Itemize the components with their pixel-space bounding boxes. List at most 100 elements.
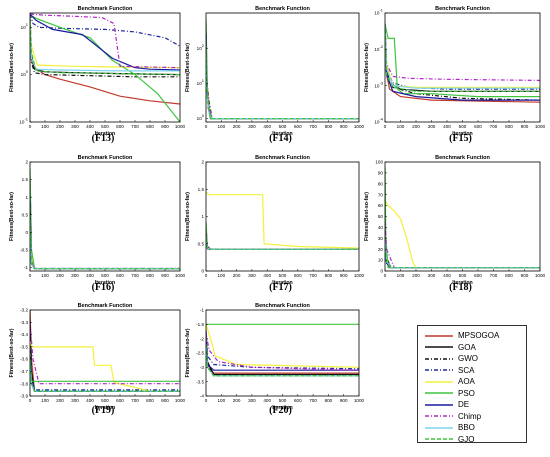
x-tick-label: 400 <box>263 398 271 403</box>
legend-item-gjo: GJO <box>424 434 526 446</box>
x-tick-label: 100 <box>217 124 225 129</box>
panel-title: Benchmark Function <box>435 155 490 161</box>
panel-f15: 0 100 200 300 400 500 600 700 800 900 1000 10-4 10-3… <box>364 6 546 144</box>
x-tick-label: 100 <box>41 124 49 129</box>
series-line-gjo <box>206 238 359 250</box>
x-tick-label: 800 <box>505 273 513 278</box>
legend-swatch <box>425 346 453 348</box>
x-tick-label: 700 <box>309 398 317 403</box>
y-tick-label: -4 <box>200 394 205 399</box>
y-tick-label: 70 <box>378 192 384 197</box>
series-line-aoa <box>206 191 359 249</box>
x-tick-label: 800 <box>146 273 154 278</box>
x-tick-label: 300 <box>71 124 79 129</box>
panel-title: Benchmark Function <box>435 6 490 12</box>
x-tick-label: 900 <box>340 398 348 403</box>
y-tick-label: 101 <box>197 78 205 86</box>
x-tick-label: 600 <box>116 398 124 403</box>
x-tick-label: 400 <box>443 124 451 129</box>
legend-label: PSO <box>458 388 475 398</box>
y-tick-label: -1 <box>24 265 29 270</box>
x-tick-label: 500 <box>279 124 287 129</box>
panel-f20: 0 100 200 300 400 500 600 700 800 900 1000 -4 -3.5 -3… <box>185 303 365 416</box>
legend-item-de: DE <box>424 399 526 411</box>
legend-label: BBO <box>458 423 475 433</box>
x-tick-label: 700 <box>131 273 139 278</box>
x-tick-label: 300 <box>248 398 256 403</box>
legend-label: SCA <box>458 365 475 375</box>
panel-title: Benchmark Function <box>255 303 310 309</box>
x-tick-label: 500 <box>101 273 109 278</box>
x-tick-label: 100 <box>41 273 49 278</box>
series-line-aoa <box>385 199 540 269</box>
y-tick-label: -3 <box>200 365 205 370</box>
panel-f17: 0 100 200 300 400 500 600 700 800 900 1000 0 0.5 1 1.5… <box>185 155 365 293</box>
series-group <box>206 191 359 250</box>
x-tick-label: 500 <box>101 398 109 403</box>
x-tick-label: 900 <box>161 124 169 129</box>
legend-label: GJO <box>458 434 475 444</box>
series-line-gjo <box>385 246 540 269</box>
y-tick-label: 1.5 <box>22 177 29 182</box>
x-tick-label: 300 <box>71 273 79 278</box>
x-tick-label: 800 <box>325 398 333 403</box>
legend-swatch <box>425 427 453 429</box>
series-line-aoa <box>30 340 180 392</box>
series-line-gwo <box>30 20 180 78</box>
x-tick-label: 400 <box>263 273 271 278</box>
x-axis-label: Iteration <box>452 131 472 137</box>
x-tick-label: 400 <box>86 273 94 278</box>
panel-caption: (F13) <box>92 133 115 144</box>
x-tick-label: 100 <box>217 398 225 403</box>
x-tick-label: 200 <box>412 124 420 129</box>
x-tick-label: 1000 <box>354 398 365 403</box>
panel-caption: (F20) <box>269 405 292 416</box>
legend-item-aoa: AOA <box>424 376 526 388</box>
x-tick-label: 100 <box>397 124 405 129</box>
panel-f19: 0 100 200 300 400 500 600 700 800 900 1000 -3.9 -3.8… <box>9 303 186 416</box>
x-tick-label: 200 <box>233 273 241 278</box>
plot-area <box>385 13 540 122</box>
panel-title: Benchmark Function <box>255 155 310 161</box>
x-tick-label: 300 <box>428 124 436 129</box>
y-tick-label: 1 <box>201 214 204 219</box>
y-tick-label: 0.5 <box>198 241 205 246</box>
y-tick-label: -1 <box>200 308 205 313</box>
panel-caption: (F14) <box>269 133 292 144</box>
x-tick-label: 900 <box>161 398 169 403</box>
panel-title: Benchmark Function <box>78 303 133 309</box>
y-axis-label: Fitness(Best-so-far) <box>9 328 15 377</box>
x-tick-label: 200 <box>233 124 241 129</box>
plot-area <box>385 162 540 271</box>
y-tick-label: 2 <box>25 160 28 165</box>
y-tick-label: 10-1 <box>374 8 383 16</box>
series-line-gjo <box>206 40 359 120</box>
x-tick-label: 1000 <box>535 273 546 278</box>
x-tick-label: 1000 <box>175 398 186 403</box>
x-tick-label: 400 <box>443 273 451 278</box>
panel-title: Benchmark Function <box>255 6 310 12</box>
panel-f13: 0 100 200 300 400 500 600 700 800 900 1000 10-1 100 1… <box>9 6 186 144</box>
panel-f14: 0 100 200 300 400 500 600 700 800 900 100010010110… <box>185 6 365 144</box>
legend-label: GOA <box>458 342 476 352</box>
x-axis-label: Iteration <box>95 131 115 137</box>
x-tick-label: 700 <box>131 124 139 129</box>
legend-item-chimp: Chimp <box>424 411 526 423</box>
y-tick-label: -2 <box>200 336 205 341</box>
x-tick-label: 0 <box>29 273 32 278</box>
y-tick-label: -3.3 <box>20 320 28 325</box>
y-tick-label: -3.6 <box>20 357 28 362</box>
x-tick-label: 500 <box>279 398 287 403</box>
legend-swatch <box>425 404 453 406</box>
x-tick-label: 400 <box>263 124 271 129</box>
y-tick-label: 10-3 <box>374 80 383 88</box>
x-tick-label: 400 <box>86 398 94 403</box>
series-line-gjo <box>30 18 180 76</box>
x-tick-label: 600 <box>116 124 124 129</box>
x-tick-label: 0 <box>205 398 208 403</box>
series-line-gjo <box>30 207 180 270</box>
panel-caption: (F18) <box>449 282 472 293</box>
x-tick-label: 0 <box>384 273 387 278</box>
x-tick-label: 100 <box>217 273 225 278</box>
